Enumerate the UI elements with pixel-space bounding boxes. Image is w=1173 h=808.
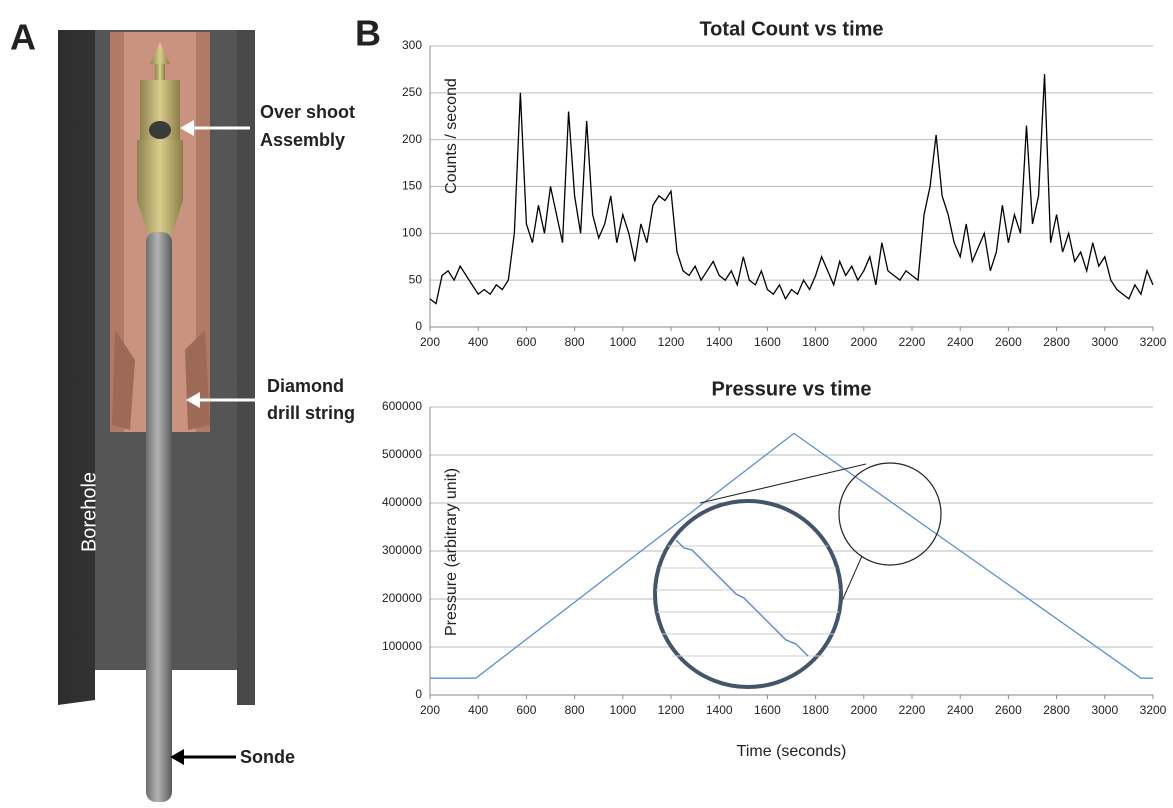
x-tick-label: 2400 xyxy=(947,703,974,717)
x-tick-label: 600 xyxy=(516,703,536,717)
y-tick-label: 300000 xyxy=(382,543,422,557)
x-tick-label: 1600 xyxy=(754,335,781,349)
chart-title: Pressure vs time xyxy=(711,378,871,400)
y-tick-label: 300 xyxy=(402,38,422,52)
y-axis-label: Pressure (arbitrary unit) xyxy=(443,468,460,636)
x-tick-label: 1200 xyxy=(658,335,685,349)
x-tick-label: 3200 xyxy=(1140,335,1167,349)
y-tick-label: 100 xyxy=(402,226,422,240)
x-tick-label: 600 xyxy=(516,335,536,349)
label: Sonde xyxy=(240,747,295,767)
y-tick-label: 100000 xyxy=(382,639,422,653)
x-tick-label: 3200 xyxy=(1140,703,1167,717)
y-tick-label: 200000 xyxy=(382,591,422,605)
x-tick-label: 400 xyxy=(468,703,488,717)
y-tick-label: 400000 xyxy=(382,495,422,509)
x-tick-label: 200 xyxy=(420,703,440,717)
data-line xyxy=(430,432,1153,679)
y-axis-label: Counts / second xyxy=(443,78,460,194)
y-tick-label: 50 xyxy=(409,272,423,286)
x-tick-label: 200 xyxy=(420,335,440,349)
x-tick-label: 2000 xyxy=(850,335,877,349)
y-tick-label: 200 xyxy=(402,132,422,146)
x-tick-label: 2600 xyxy=(995,703,1022,717)
x-tick-label: 2800 xyxy=(1043,703,1070,717)
chart-title: Total Count vs time xyxy=(699,18,883,40)
x-tick-label: 2600 xyxy=(995,335,1022,349)
x-tick-label: 1600 xyxy=(754,703,781,717)
y-tick-label: 600000 xyxy=(382,399,422,413)
data-line xyxy=(429,74,1154,305)
x-tick-label: 1400 xyxy=(706,335,733,349)
y-tick-label: 0 xyxy=(415,687,422,701)
x-axis-label: Time (seconds) xyxy=(737,743,847,760)
y-tick-label: 150 xyxy=(402,179,422,193)
x-tick-label: 1800 xyxy=(802,335,829,349)
x-tick-label: 1800 xyxy=(802,703,829,717)
label: Borehole xyxy=(78,472,100,552)
x-tick-label: 2200 xyxy=(899,335,926,349)
y-tick-label: 250 xyxy=(402,85,422,99)
y-tick-label: 500000 xyxy=(382,447,422,461)
x-tick-label: 1400 xyxy=(706,703,733,717)
x-tick-label: 400 xyxy=(468,335,488,349)
x-tick-label: 800 xyxy=(565,703,585,717)
x-tick-label: 2800 xyxy=(1043,335,1070,349)
panel-letter: B xyxy=(355,13,381,54)
x-tick-label: 1000 xyxy=(609,335,636,349)
x-tick-label: 1200 xyxy=(658,703,685,717)
x-tick-label: 2200 xyxy=(899,703,926,717)
label: drill string xyxy=(267,403,355,423)
x-tick-label: 3000 xyxy=(1091,335,1118,349)
panel-letter: A xyxy=(10,17,36,58)
label: Diamond xyxy=(267,376,344,396)
y-tick-label: 0 xyxy=(415,319,422,333)
illustration xyxy=(58,30,262,802)
x-tick-label: 800 xyxy=(565,335,585,349)
magnifier xyxy=(653,462,942,689)
label: Over shoot xyxy=(260,102,355,122)
x-tick-label: 3000 xyxy=(1091,703,1118,717)
x-tick-label: 2400 xyxy=(947,335,974,349)
x-tick-label: 1000 xyxy=(609,703,636,717)
label: Assembly xyxy=(260,130,345,150)
x-tick-label: 2000 xyxy=(850,703,877,717)
